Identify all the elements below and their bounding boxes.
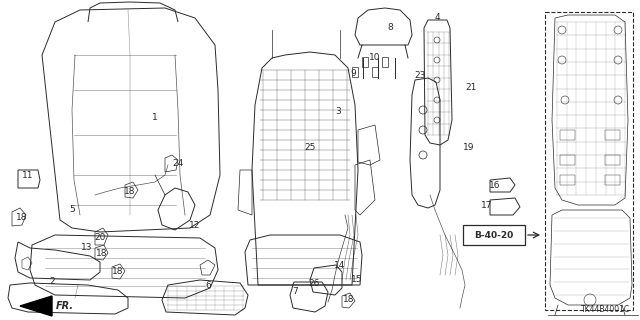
Bar — [605, 175, 620, 185]
Bar — [545, 12, 633, 310]
Text: 7: 7 — [292, 286, 298, 295]
Text: 18: 18 — [96, 249, 108, 258]
Bar — [605, 155, 620, 165]
Text: 13: 13 — [81, 244, 93, 252]
Text: 16: 16 — [489, 180, 500, 189]
Text: 14: 14 — [334, 260, 346, 269]
Text: 12: 12 — [189, 220, 201, 229]
Text: 9: 9 — [350, 68, 356, 77]
Text: 18: 18 — [16, 213, 28, 222]
Bar — [605, 130, 620, 140]
Bar — [463, 225, 525, 245]
Text: 19: 19 — [463, 143, 475, 153]
Text: FR.: FR. — [56, 301, 74, 311]
Text: 5: 5 — [69, 205, 75, 214]
Text: 1: 1 — [152, 114, 158, 123]
Text: 18: 18 — [124, 188, 136, 196]
Bar — [560, 155, 575, 165]
Polygon shape — [20, 296, 52, 316]
Text: TK44B4001C: TK44B4001C — [581, 305, 630, 314]
Text: 11: 11 — [22, 171, 34, 180]
Text: 10: 10 — [369, 53, 381, 62]
Text: 3: 3 — [335, 108, 341, 116]
Text: 8: 8 — [387, 23, 393, 33]
Text: 18: 18 — [112, 268, 124, 276]
Text: 6: 6 — [205, 282, 211, 291]
Text: 24: 24 — [172, 158, 184, 167]
Text: 21: 21 — [465, 84, 477, 92]
Bar — [560, 175, 575, 185]
Bar — [560, 130, 575, 140]
Text: 23: 23 — [414, 70, 426, 79]
Text: 26: 26 — [308, 278, 320, 287]
Text: 20: 20 — [94, 234, 106, 243]
Text: 2: 2 — [49, 277, 55, 286]
Text: 18: 18 — [343, 295, 355, 305]
Text: 4: 4 — [434, 13, 440, 22]
Text: 25: 25 — [304, 143, 316, 153]
Text: 17: 17 — [481, 201, 493, 210]
Text: B-40-20: B-40-20 — [474, 230, 514, 239]
Text: 15: 15 — [351, 276, 363, 284]
